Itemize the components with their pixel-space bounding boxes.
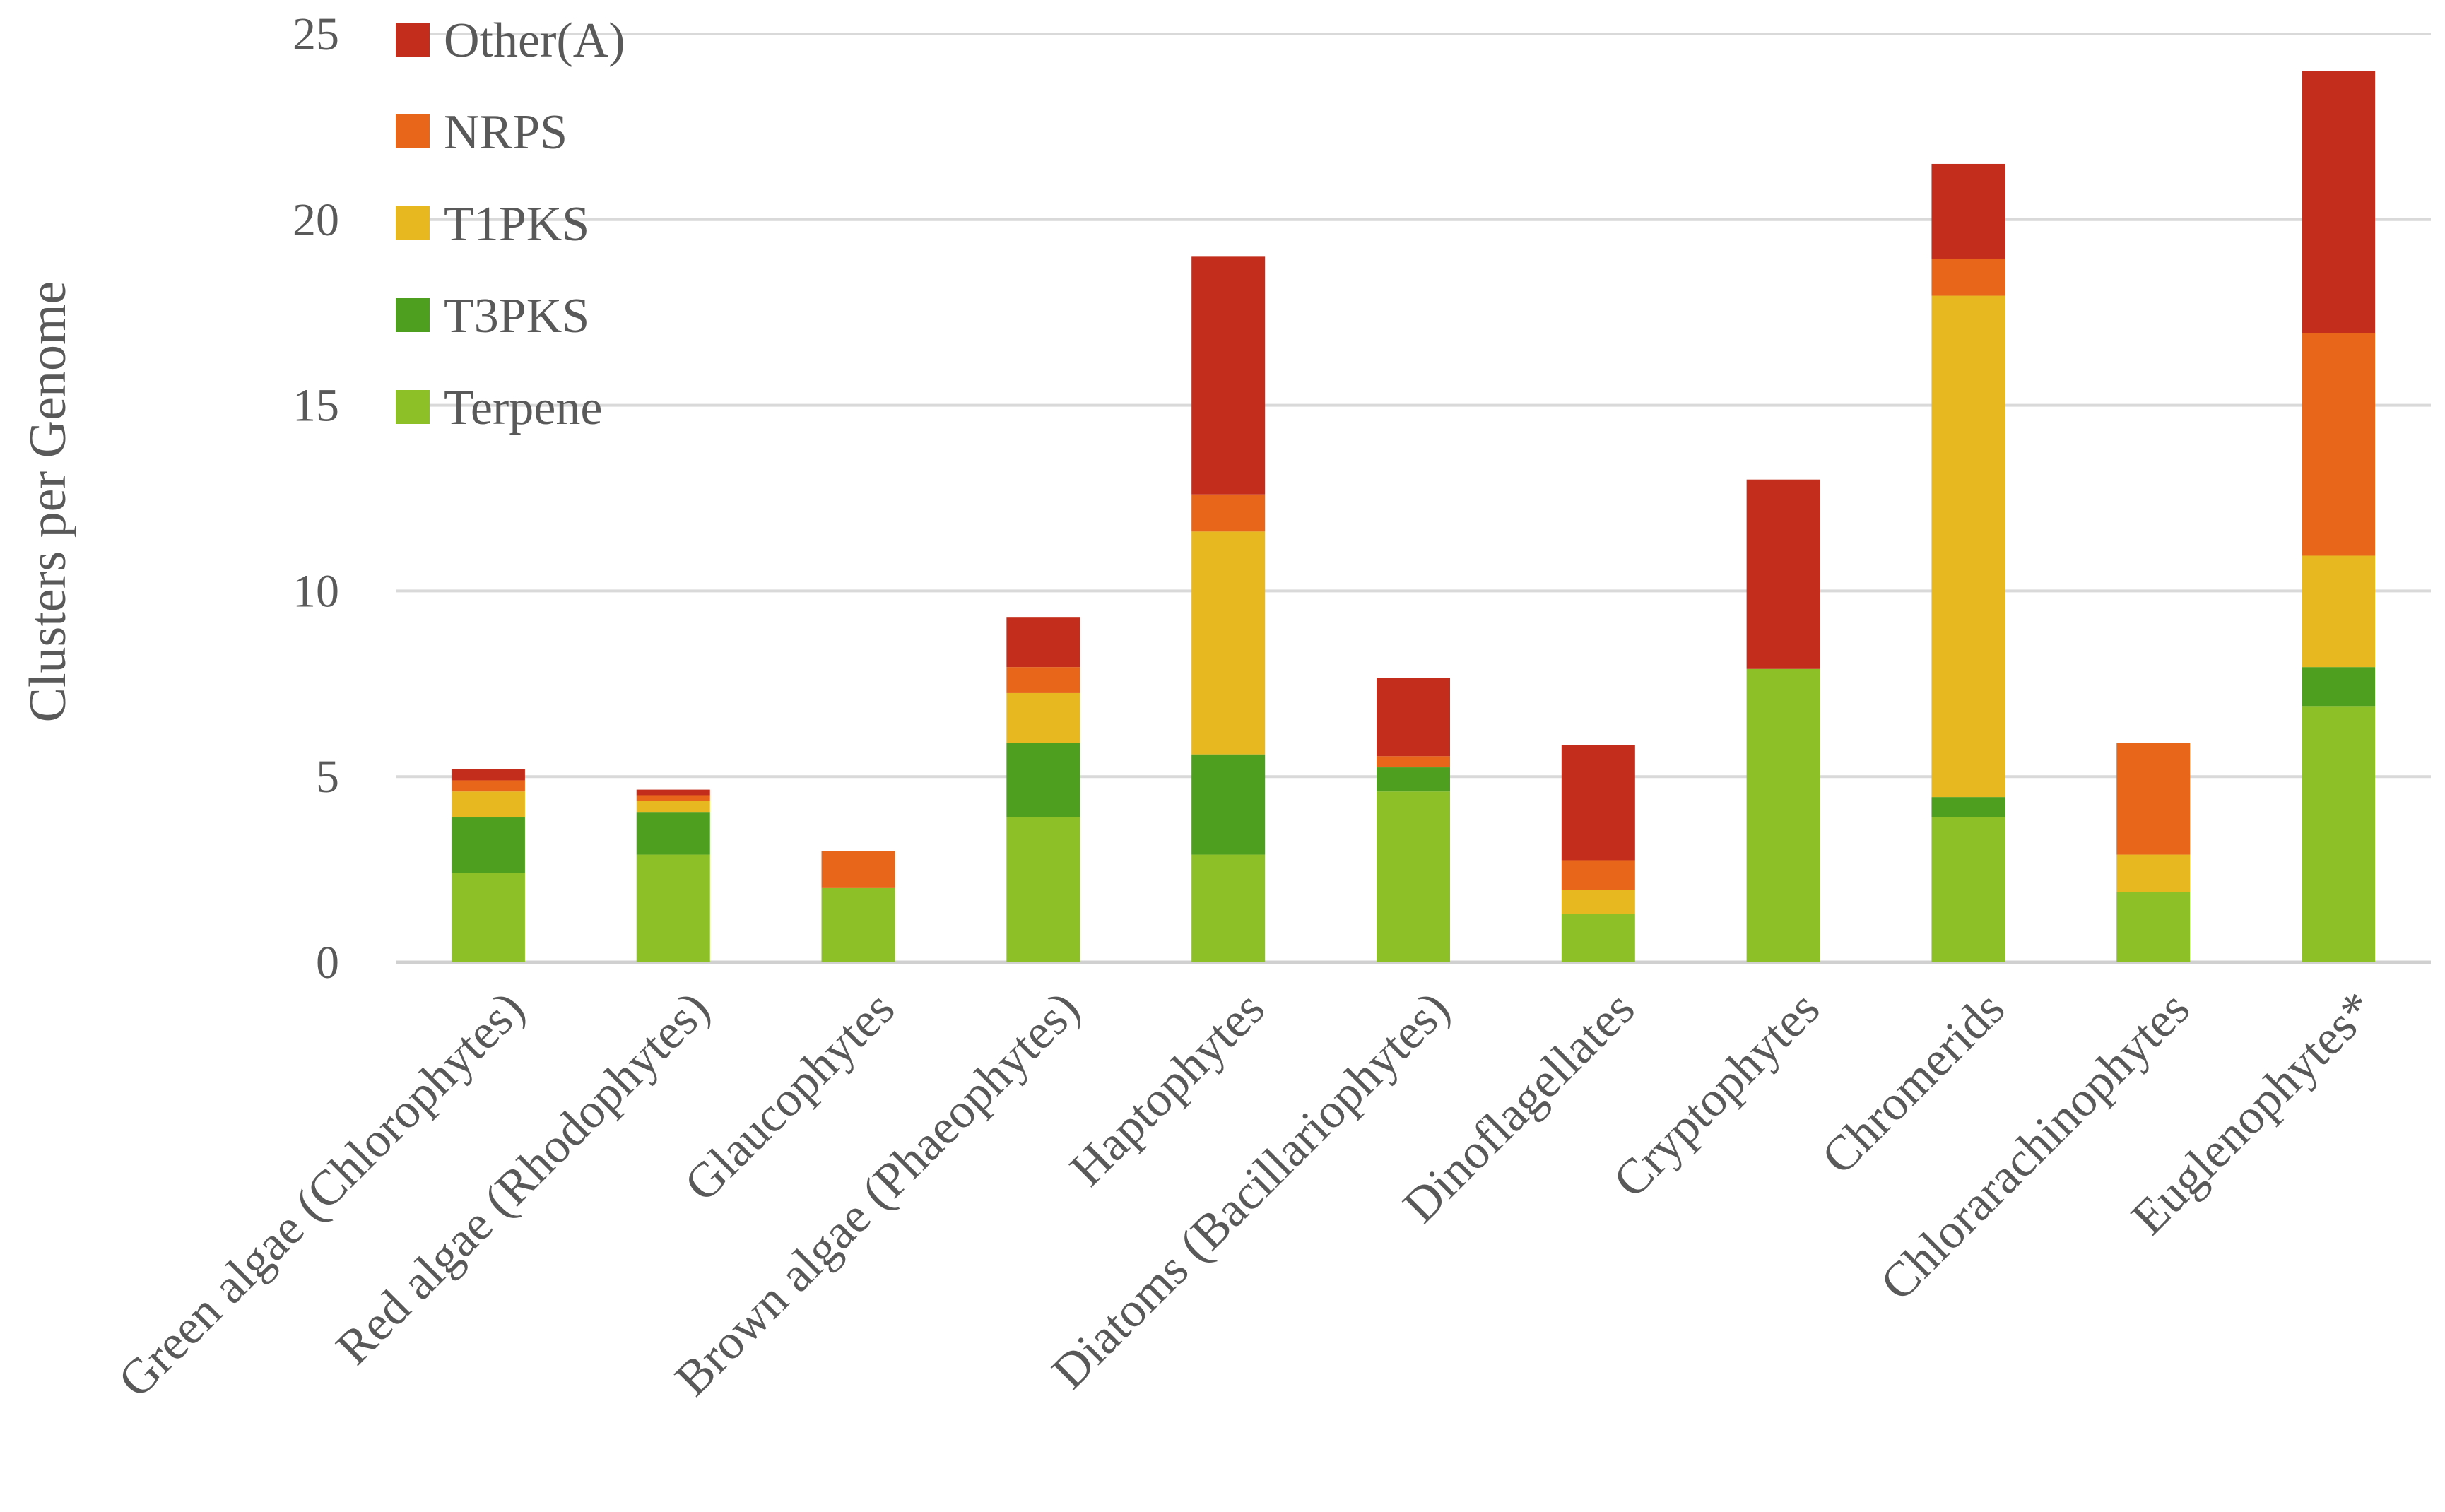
bar-segment-t1pks bbox=[1191, 531, 1266, 755]
legend-swatch bbox=[396, 206, 430, 240]
bar-stack bbox=[2302, 71, 2376, 962]
legend-swatch bbox=[396, 298, 430, 332]
bar-segment-terpene bbox=[1561, 914, 1635, 962]
bar-segment-terpene bbox=[821, 887, 895, 962]
bar-segment-terpene bbox=[1377, 791, 1450, 962]
y-axis-ticks: 0 5 10 15 20 25 bbox=[293, 8, 339, 988]
bar-segment-other-a- bbox=[451, 769, 525, 781]
y-tick-label: 0 bbox=[316, 937, 339, 988]
bar-segment-terpene bbox=[2302, 706, 2376, 962]
legend-item: T3PKS bbox=[396, 289, 589, 343]
bar-segment-t1pks bbox=[2116, 854, 2191, 892]
bar-segment-other-a- bbox=[1561, 745, 1635, 861]
x-axis-category-labels: Green algae (Chlorophytes)Red algae (Rho… bbox=[108, 981, 2385, 1408]
bar-segment-t1pks bbox=[1006, 692, 1080, 743]
bar-stack bbox=[451, 769, 525, 962]
bar-segment-nrps bbox=[636, 795, 710, 801]
legend-label: T1PKS bbox=[444, 197, 589, 252]
bar-segment-t3pks bbox=[2302, 667, 2376, 707]
legend-label: Other(A) bbox=[444, 13, 625, 68]
bar-segment-t3pks bbox=[1377, 767, 1450, 792]
y-tick-label: 5 bbox=[316, 751, 339, 803]
bar-segment-nrps bbox=[2302, 333, 2376, 556]
bar-segment-nrps bbox=[2116, 743, 2191, 855]
bar-stack bbox=[1931, 163, 2005, 962]
bar-segment-terpene bbox=[2116, 892, 2191, 962]
bar-segment-t1pks bbox=[1561, 890, 1635, 914]
bar-segment-other-a- bbox=[2302, 71, 2376, 333]
bar-segment-t3pks bbox=[1191, 754, 1266, 855]
x-category-label: Chlorarachinophytes bbox=[1870, 981, 2200, 1311]
y-tick-label: 15 bbox=[293, 380, 339, 432]
bar-segment-nrps bbox=[451, 780, 525, 792]
legend-label: T3PKS bbox=[444, 289, 589, 343]
legend-swatch bbox=[396, 114, 430, 148]
bar-stacks bbox=[451, 71, 2376, 962]
bar-stack bbox=[821, 851, 895, 962]
bar-segment-nrps bbox=[1191, 494, 1266, 532]
bar-stack bbox=[1191, 256, 1266, 962]
legend-swatch bbox=[396, 390, 430, 424]
bar-segment-nrps bbox=[1931, 258, 2005, 296]
bar-segment-terpene bbox=[451, 873, 525, 962]
bar-segment-nrps bbox=[1377, 756, 1450, 768]
bar-segment-nrps bbox=[1561, 860, 1635, 890]
legend-swatch bbox=[396, 23, 430, 57]
bar-segment-nrps bbox=[821, 851, 895, 888]
y-tick-label: 25 bbox=[293, 8, 339, 60]
bar-segment-t3pks bbox=[636, 812, 710, 855]
legend-item: Terpene bbox=[396, 381, 602, 435]
bar-stack bbox=[636, 789, 710, 962]
bar-segment-t3pks bbox=[1006, 743, 1080, 818]
legend: Other(A) NRPS T1PKS T3PKS Terpene bbox=[396, 13, 625, 435]
x-category-label: Red algae (Rhodophytes) bbox=[326, 981, 720, 1376]
gridlines bbox=[396, 33, 2431, 964]
bar-segment-t1pks bbox=[636, 801, 710, 813]
bar-segment-terpene bbox=[1006, 817, 1080, 962]
bar-segment-other-a- bbox=[1931, 163, 2005, 259]
bar-segment-terpene bbox=[1931, 817, 2005, 962]
legend-item: T1PKS bbox=[396, 197, 589, 252]
y-tick-label: 10 bbox=[293, 565, 339, 617]
y-tick-label: 20 bbox=[293, 194, 339, 246]
bar-segment-terpene bbox=[1746, 668, 1820, 962]
bar-segment-terpene bbox=[1191, 854, 1266, 962]
bar-segment-nrps bbox=[1006, 667, 1080, 693]
bar-segment-t1pks bbox=[451, 791, 525, 818]
legend-item: NRPS bbox=[396, 105, 567, 160]
legend-label: NRPS bbox=[444, 105, 567, 160]
bar-segment-other-a- bbox=[1746, 479, 1820, 669]
legend-label: Terpene bbox=[444, 381, 602, 435]
bar-segment-other-a- bbox=[636, 789, 710, 796]
bar-segment-other-a- bbox=[1191, 256, 1266, 495]
bar-segment-t3pks bbox=[451, 817, 525, 873]
bar-stack bbox=[1561, 745, 1635, 962]
bar-stack bbox=[2116, 743, 2191, 962]
bar-segment-t1pks bbox=[1931, 295, 2005, 798]
y-axis-title: Clusters per Genome bbox=[19, 281, 77, 723]
bar-stack bbox=[1377, 678, 1450, 962]
bar-segment-other-a- bbox=[1377, 678, 1450, 757]
bar-stack bbox=[1006, 617, 1080, 962]
bar-stack bbox=[1746, 479, 1820, 962]
x-category-label: Chromerids bbox=[1812, 981, 2015, 1185]
bar-segment-t3pks bbox=[1931, 797, 2005, 818]
legend-item: Other(A) bbox=[396, 13, 625, 68]
bar-segment-t1pks bbox=[2302, 555, 2376, 668]
bar-segment-other-a- bbox=[1006, 617, 1080, 668]
bar-segment-terpene bbox=[636, 854, 710, 962]
